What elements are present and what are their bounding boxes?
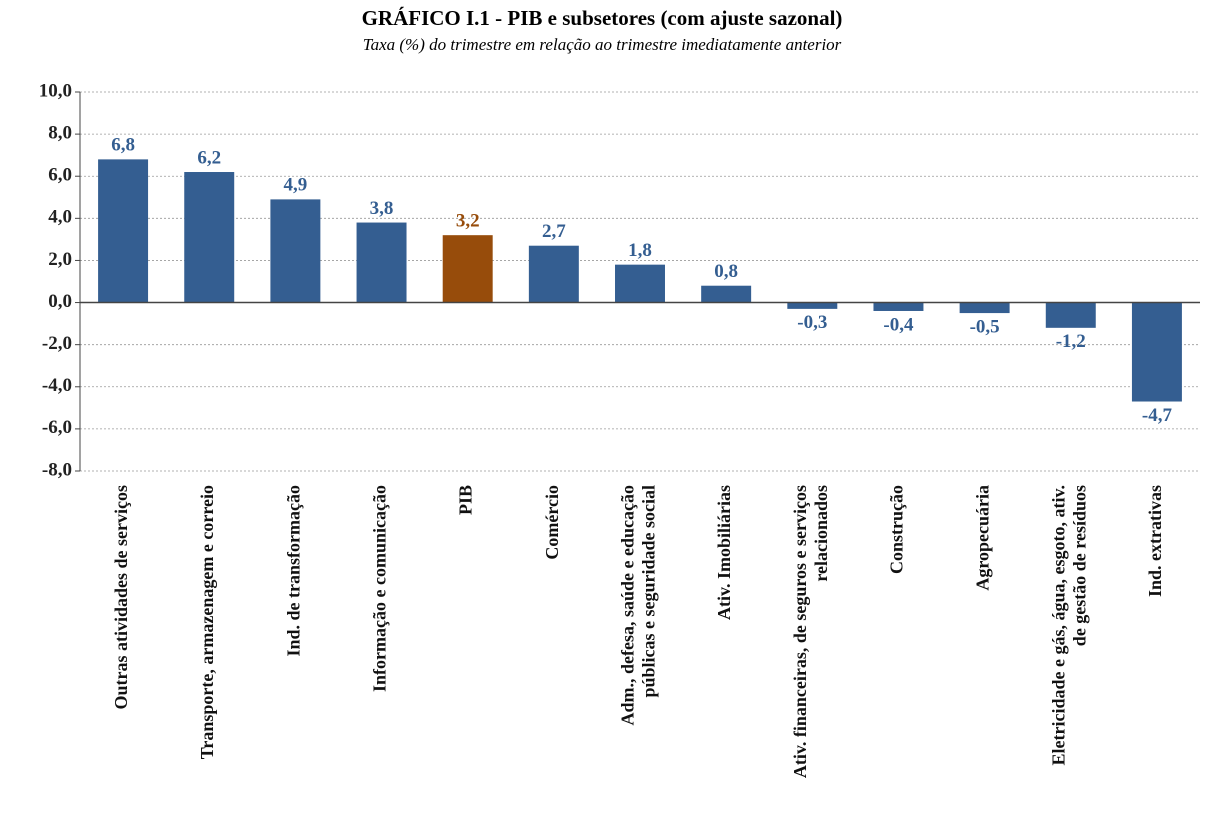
bar [959, 302, 1010, 314]
x-tick-label: Outras atividades de serviços [111, 485, 131, 710]
bar [356, 222, 407, 303]
value-label: -1,2 [1056, 331, 1086, 352]
chart-subtitle: Taxa (%) do trimestre em relação ao trim… [363, 35, 842, 54]
x-tick-label: Transporte, armazenagem e correio [197, 485, 217, 759]
value-label: -4,7 [1142, 405, 1173, 426]
x-tick-label: Adm., defesa, saúde e educaçãopúblicas e… [618, 485, 659, 726]
bar [1131, 302, 1182, 402]
bar [615, 264, 665, 303]
x-tick-label: Informação e comunicação [370, 485, 390, 692]
bar [270, 199, 321, 303]
value-label: -0,3 [797, 312, 827, 333]
bar [1045, 302, 1096, 328]
value-label: 1,8 [628, 240, 652, 261]
x-tick-label: Comércio [542, 485, 562, 560]
value-label: -0,5 [970, 316, 1000, 337]
value-label: 4,9 [284, 175, 308, 196]
bar [528, 245, 579, 303]
y-tick-label: -2,0 [42, 333, 72, 354]
x-tick-label: Ativ. Imobiliárias [714, 485, 734, 620]
y-tick-label: 10,0 [39, 80, 72, 101]
x-tick-label: Ind. extrativas [1145, 485, 1165, 597]
x-tick-label: Agropecuária [973, 485, 993, 591]
bar [701, 285, 752, 303]
y-tick-label: -6,0 [42, 417, 72, 438]
x-tick-label: Ativ. financeiras, de seguros e serviços… [790, 485, 831, 778]
value-label: 3,8 [370, 198, 394, 219]
value-label: -0,4 [883, 314, 914, 335]
x-tick-label: Eletricidade e gás, água, esgoto, ativ.d… [1048, 485, 1089, 765]
chart-title: GRÁFICO I.1 - PIB e subsetores (com ajus… [362, 6, 843, 30]
y-tick-label: -8,0 [42, 459, 72, 480]
y-tick-label: 6,0 [48, 165, 72, 186]
value-label: 6,2 [197, 147, 221, 168]
bar [184, 172, 235, 303]
bar [442, 235, 493, 303]
y-tick-label: -4,0 [42, 375, 72, 396]
value-label: 3,2 [456, 211, 480, 232]
x-tick-label: Ind. de transformação [284, 485, 304, 657]
y-tick-label: 0,0 [48, 291, 72, 312]
value-label: 2,7 [542, 221, 566, 242]
bar [873, 302, 924, 311]
value-label: 6,8 [111, 135, 135, 156]
bar [98, 159, 149, 303]
y-tick-label: 2,0 [48, 249, 72, 270]
bar [787, 302, 838, 309]
x-tick-label: PIB [456, 485, 476, 515]
x-tick-label: Construção [887, 485, 907, 574]
y-tick-label: 4,0 [48, 207, 72, 228]
y-tick-label: 8,0 [48, 122, 72, 143]
value-label: 0,8 [714, 261, 738, 282]
